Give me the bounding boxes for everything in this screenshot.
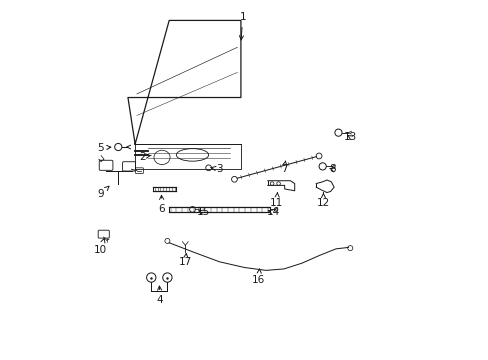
Text: 17: 17	[178, 253, 192, 267]
Text: 16: 16	[252, 269, 265, 285]
Text: 5: 5	[97, 143, 111, 153]
Text: 7: 7	[280, 161, 286, 174]
Text: 10: 10	[94, 238, 107, 255]
Text: 12: 12	[316, 193, 329, 208]
Text: 13: 13	[343, 132, 356, 142]
Text: 15: 15	[196, 207, 209, 217]
Text: 8: 8	[328, 164, 335, 174]
Text: 9: 9	[97, 186, 109, 199]
Text: 2: 2	[139, 152, 151, 162]
Text: 4: 4	[157, 286, 163, 305]
Text: 1: 1	[239, 12, 245, 40]
Text: 6: 6	[159, 195, 165, 214]
Text: 11: 11	[269, 193, 283, 208]
Text: 14: 14	[266, 207, 279, 217]
Text: 3: 3	[210, 164, 222, 174]
